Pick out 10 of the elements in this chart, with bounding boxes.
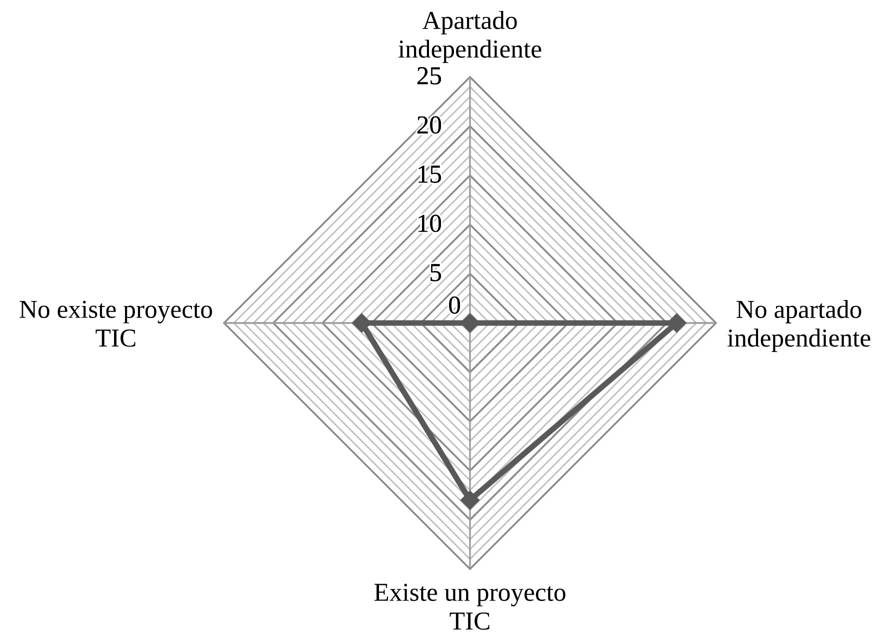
spoke-label: Existe un proyecto TIC: [374, 584, 566, 630]
spoke-label: No apartado independiente: [728, 300, 870, 352]
y-tick-label: 10: [418, 214, 442, 232]
spoke-label: Apartado independiente: [398, 11, 542, 63]
y-tick-label: 5: [430, 264, 441, 282]
y-tick-label: 15: [418, 166, 441, 183]
y-tick-label: 25: [417, 67, 441, 84]
y-tick-label: 20: [417, 116, 442, 134]
y-tick-label: 0: [449, 296, 460, 314]
spoke-label: No existe proyecto TIC: [20, 300, 212, 347]
